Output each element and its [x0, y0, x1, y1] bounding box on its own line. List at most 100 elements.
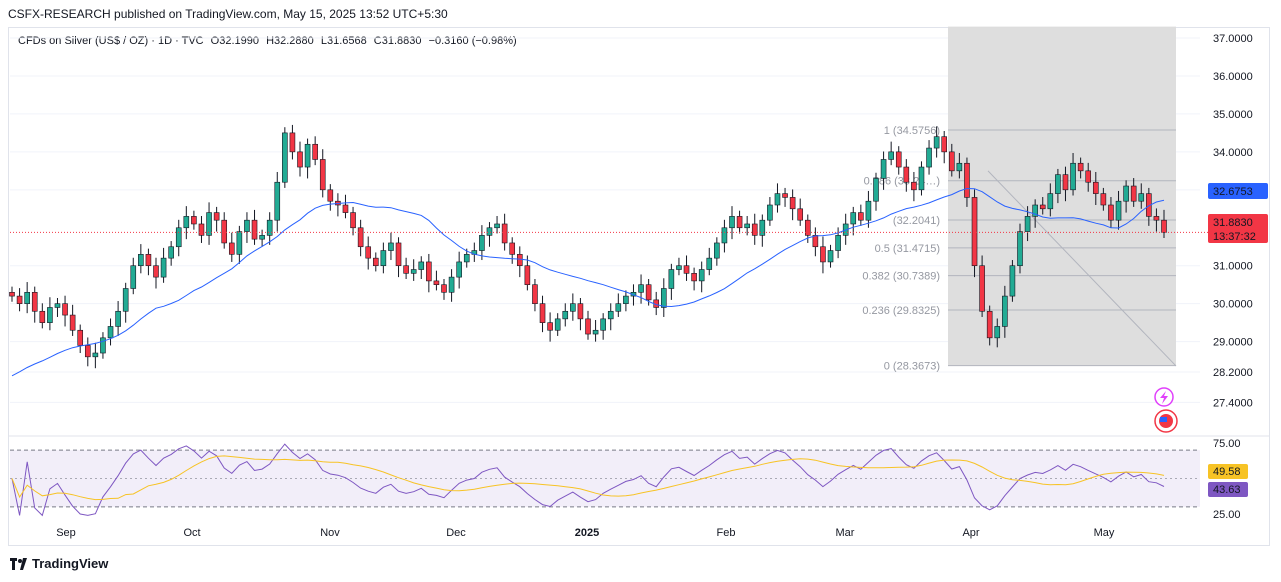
- candle-body: [994, 326, 1001, 339]
- candle: [251, 209, 258, 245]
- candle-body: [1002, 295, 1008, 327]
- candle: [903, 159, 910, 192]
- candle-body: [138, 254, 144, 267]
- candle-body: [1032, 204, 1038, 217]
- candle-body: [956, 162, 963, 172]
- candle-body: [433, 280, 440, 286]
- candle-body: [827, 250, 834, 263]
- fib-level-label: 0 (28.3673): [884, 361, 940, 373]
- candle: [600, 313, 606, 340]
- candle-body: [69, 314, 76, 331]
- candle-body: [948, 151, 955, 172]
- candle-body: [100, 337, 106, 354]
- candle-body: [130, 265, 137, 289]
- candle: [92, 342, 99, 369]
- candle-body: [539, 303, 546, 323]
- candle: [198, 216, 205, 243]
- rsi-ma-badge: [1208, 464, 1248, 479]
- candle-body: [198, 223, 205, 236]
- candle-body: [122, 288, 129, 312]
- candle: [1002, 285, 1008, 338]
- candle: [585, 310, 591, 340]
- candle-body: [153, 265, 159, 278]
- candle-body: [456, 261, 462, 278]
- candle-body: [236, 231, 243, 255]
- candle: [448, 269, 455, 302]
- price-axis-label: 28.2000: [1213, 367, 1253, 379]
- candle-body: [350, 212, 356, 229]
- candle-body: [304, 143, 311, 168]
- candle: [858, 204, 864, 226]
- candle-body: [1100, 193, 1107, 206]
- candle-body: [1047, 193, 1054, 210]
- candle-body: [759, 219, 766, 236]
- candle-body: [244, 219, 250, 232]
- candle-body: [403, 265, 409, 274]
- candle-body: [676, 265, 682, 270]
- candle-body: [486, 227, 493, 236]
- candle-body: [327, 189, 334, 202]
- price-axis-label: 37.0000: [1213, 33, 1253, 45]
- time-axis-label: Dec: [446, 527, 466, 539]
- price-axis-label: 29.0000: [1213, 337, 1253, 349]
- candle: [873, 172, 879, 211]
- candle: [236, 225, 243, 264]
- candle-body: [24, 291, 30, 304]
- candle: [1130, 178, 1137, 207]
- candle-body: [1130, 185, 1137, 202]
- candle: [244, 212, 250, 243]
- candle: [895, 146, 902, 175]
- time-axis-label: May: [1094, 527, 1115, 539]
- candle-body: [426, 261, 432, 282]
- candle: [115, 301, 121, 336]
- time-axis-label: Feb: [717, 527, 736, 539]
- tradingview-logo[interactable]: TradingView: [10, 556, 108, 571]
- time-axis-label: Sep: [56, 527, 76, 539]
- time-axis-label: 2025: [575, 527, 599, 539]
- candle: [683, 255, 690, 281]
- candle: [24, 282, 30, 314]
- candle-body: [1115, 200, 1122, 221]
- price-axis-label: 30.0000: [1213, 299, 1253, 311]
- price-axis-label: 34.0000: [1213, 147, 1253, 159]
- candle: [433, 270, 440, 291]
- candle-body: [1024, 216, 1031, 232]
- candle: [77, 324, 84, 354]
- candle: [456, 251, 462, 289]
- candle-body: [804, 219, 811, 236]
- candle: [986, 305, 993, 346]
- candle-body: [585, 318, 591, 335]
- candle: [31, 286, 38, 323]
- candle: [1161, 209, 1167, 239]
- rsi-line: [11, 443, 1165, 517]
- candle: [547, 312, 553, 342]
- candle: [441, 279, 447, 300]
- candle-body: [1039, 204, 1046, 210]
- candle-body: [600, 318, 606, 331]
- candle-body: [441, 284, 447, 293]
- candle-body: [751, 223, 758, 236]
- candle: [221, 212, 228, 249]
- candle: [767, 197, 773, 226]
- lightning-icon: [1154, 387, 1174, 407]
- rsi-ma-value: 49.58: [1213, 466, 1241, 478]
- candle: [789, 189, 796, 221]
- candle-body: [357, 227, 364, 248]
- candle-body: [1108, 204, 1114, 221]
- price-axis-label: 35.0000: [1213, 109, 1253, 121]
- candle-body: [62, 303, 68, 316]
- candle: [54, 297, 61, 317]
- candle: [213, 206, 220, 232]
- candle-body: [1153, 216, 1160, 221]
- candle-body: [365, 246, 372, 259]
- candle-body: [92, 352, 99, 358]
- candle: [1092, 171, 1099, 205]
- candle: [62, 295, 68, 327]
- candle-body: [979, 265, 985, 312]
- flag-icon-canton: [1160, 417, 1167, 422]
- candle: [191, 210, 197, 230]
- candle-body: [289, 132, 296, 153]
- candle-body: [668, 269, 675, 289]
- time-axis-label: Mar: [836, 527, 855, 539]
